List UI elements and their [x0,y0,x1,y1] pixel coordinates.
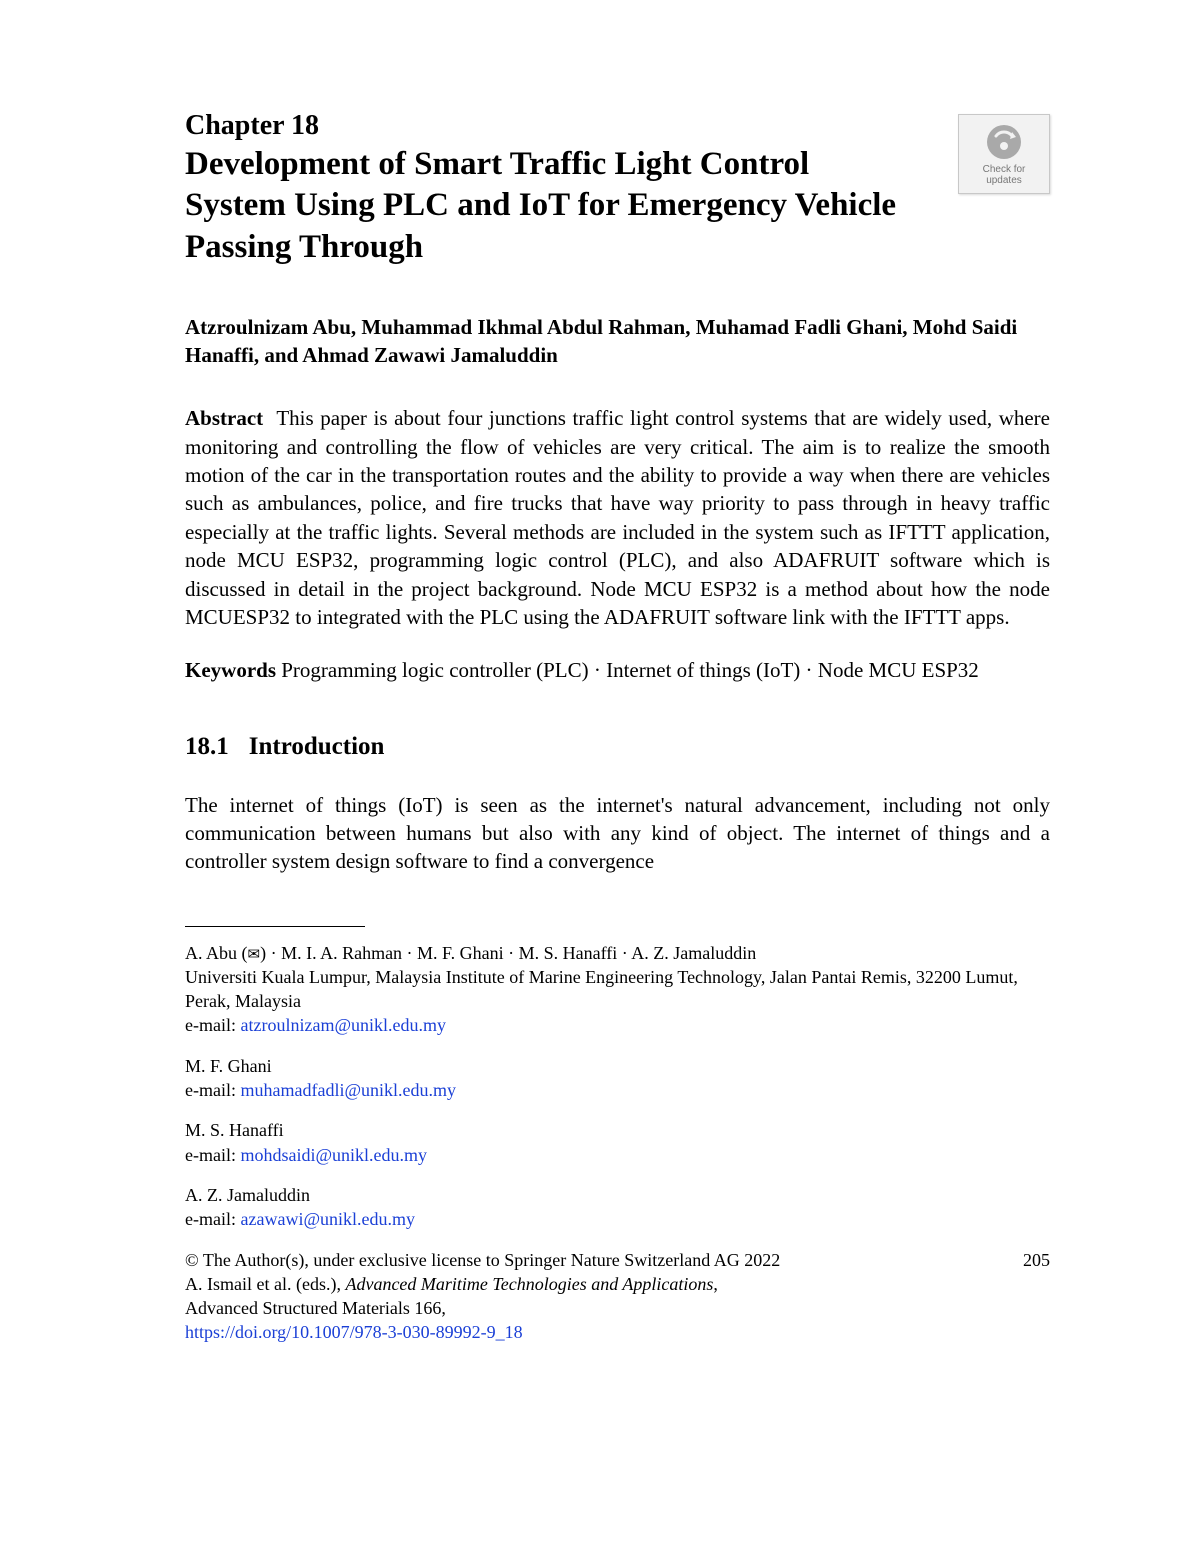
affil-names: A. Abu (✉) · M. I. A. Rahman · M. F. Gha… [185,941,1050,965]
email-label: e-mail: [185,1080,240,1100]
affiliation-3: A. Z. Jamaluddin e-mail: azawawi@unikl.e… [185,1183,1050,1232]
footnote-rule [185,926,365,927]
affil-names: M. F. Ghani [185,1054,1050,1078]
book-title: Advanced Maritime Technologies and Appli… [345,1274,713,1294]
badge-line1: Check for [983,164,1026,175]
abstract-label: Abstract [185,406,263,430]
keywords-label: Keywords [185,658,276,682]
intro-paragraph: The internet of things (IoT) is seen as … [185,791,1050,876]
title-block: Chapter 18 Development of Smart Traffic … [185,110,905,313]
editors-text: A. Ismail et al. (eds.), [185,1274,345,1294]
section-number: 18.1 [185,733,229,760]
affiliation-2: M. S. Hanaffi e-mail: mohdsaidi@unikl.ed… [185,1118,1050,1167]
affiliation-1: M. F. Ghani e-mail: muhamadfadli@unikl.e… [185,1054,1050,1103]
copyright-series: Advanced Structured Materials 166, [185,1296,1050,1320]
section-title: Introduction [249,733,385,760]
chapter-label: Chapter 18 [185,110,905,142]
abstract: Abstract This paper is about four juncti… [185,404,1050,631]
chapter-title: Development of Smart Traffic Light Contr… [185,144,905,268]
affil-names: M. S. Hanaffi [185,1118,1050,1142]
check-for-updates-badge[interactable]: Check for updates [958,114,1050,194]
keywords-text: Programming logic controller (PLC) · Int… [281,658,979,682]
section-heading: 18.1 Introduction [185,733,1050,761]
email-label: e-mail: [185,1145,240,1165]
page-number: 205 [1023,1248,1050,1272]
badge-text: Check for updates [983,164,1026,186]
affil-email-row: e-mail: mohdsaidi@unikl.edu.my [185,1143,1050,1167]
email-label: e-mail: [185,1209,240,1229]
keywords: Keywords Programming logic controller (P… [185,656,1050,684]
header-row: Chapter 18 Development of Smart Traffic … [185,110,1050,313]
affil-email-row: e-mail: muhamadfadli@unikl.edu.my [185,1078,1050,1102]
affil-email-row: e-mail: atzroulnizam@unikl.edu.my [185,1013,1050,1037]
affil-names: A. Z. Jamaluddin [185,1183,1050,1207]
email-link[interactable]: atzroulnizam@unikl.edu.my [240,1015,446,1035]
badge-line2: updates [986,175,1022,186]
affiliation-0: A. Abu (✉) · M. I. A. Rahman · M. F. Gha… [185,941,1050,1038]
abstract-text: This paper is about four junctions traff… [185,406,1050,628]
doi-link[interactable]: https://doi.org/10.1007/978-3-030-89992-… [185,1322,523,1342]
copyright-editors: A. Ismail et al. (eds.), Advanced Mariti… [185,1272,1050,1296]
copyright-line1: © The Author(s), under exclusive license… [185,1248,1050,1272]
copyright-block: 205 © The Author(s), under exclusive lic… [185,1248,1050,1345]
authors: Atzroulnizam Abu, Muhammad Ikhmal Abdul … [185,313,1050,370]
email-link[interactable]: azawawi@unikl.edu.my [240,1209,415,1229]
affil-email-row: e-mail: azawawi@unikl.edu.my [185,1207,1050,1231]
email-label: e-mail: [185,1015,240,1035]
email-link[interactable]: mohdsaidi@unikl.edu.my [240,1145,427,1165]
check-updates-icon [984,122,1024,162]
email-link[interactable]: muhamadfadli@unikl.edu.my [240,1080,456,1100]
paper-page: Chapter 18 Development of Smart Traffic … [0,0,1200,1405]
envelope-icon: ✉ [248,947,261,963]
affil-org: Universiti Kuala Lumpur, Malaysia Instit… [185,965,1050,1014]
